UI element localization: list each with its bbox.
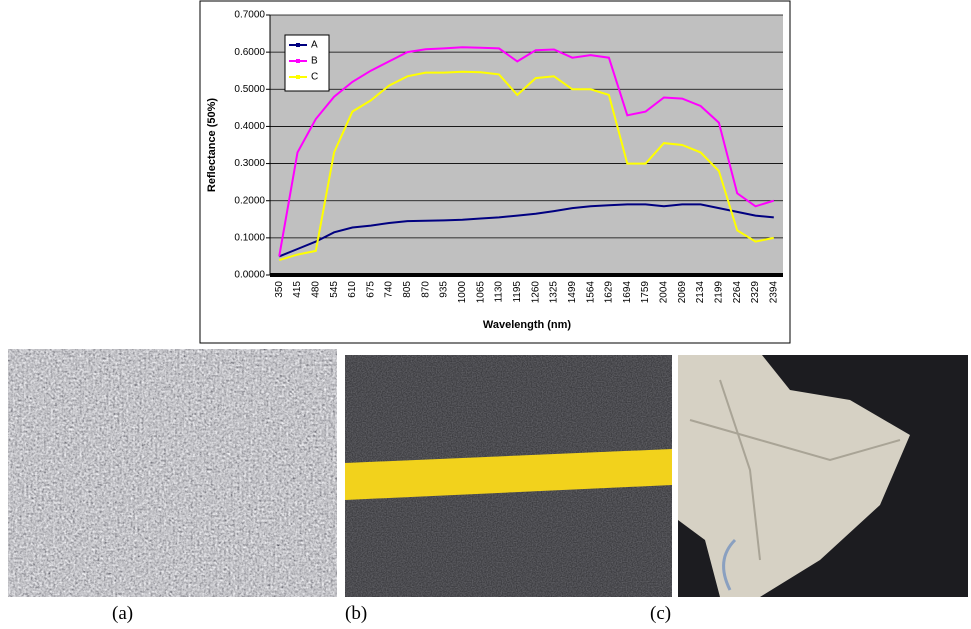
paint-crack (719, 379, 761, 561)
y-tick-label: 0.6000 (234, 47, 265, 58)
caption: (a) (112, 603, 133, 624)
caption: (c) (650, 603, 671, 624)
legend-marker (296, 59, 300, 63)
x-tick-label: 1325 (549, 281, 560, 304)
x-tick-label: 480 (310, 281, 321, 298)
series-line (278, 70, 774, 262)
y-tick-label: 0.0000 (234, 270, 265, 281)
x-tick-label: 870 (420, 281, 431, 298)
caption: (b) (345, 603, 367, 624)
x-tick-label: 1759 (640, 281, 651, 304)
legend-label: B (311, 56, 318, 67)
x-tick-label: 1629 (604, 281, 615, 304)
legend-marker (296, 43, 300, 47)
legend-marker (296, 75, 300, 79)
series-line (278, 203, 774, 258)
chalk-mark (722, 538, 737, 591)
yellow-stripe (345, 449, 672, 500)
x-tick-label: 350 (274, 281, 285, 298)
legend-label: A (311, 40, 318, 51)
x-tick-label: 1065 (475, 281, 486, 304)
x-tick-label: 935 (439, 281, 450, 298)
y-tick-label: 0.3000 (234, 158, 265, 169)
legend-box (284, 34, 330, 92)
x-tick-label: 2394 (768, 281, 779, 304)
x-tick-label: 1564 (585, 281, 596, 304)
y-axis-label: Reflectance (50%) (206, 98, 218, 192)
x-tick-label: 610 (347, 281, 358, 298)
x-tick-label: 2264 (732, 281, 743, 304)
x-tick-label: 415 (292, 281, 303, 298)
x-tick-label: 2134 (695, 281, 706, 304)
photo-a-texture (8, 349, 337, 597)
x-axis-label: Wavelength (nm) (483, 319, 572, 331)
x-tick-label: 2329 (750, 281, 761, 304)
x-tick-label: 1499 (567, 281, 578, 304)
x-tick-label: 1130 (494, 281, 505, 303)
paint-crack (689, 419, 901, 462)
x-tick-label: 2069 (677, 281, 688, 304)
x-tick-label: 1694 (622, 281, 633, 304)
x-tick-label: 1260 (530, 281, 541, 304)
x-tick-label: 740 (384, 281, 395, 298)
x-tick-label: 2199 (714, 281, 725, 304)
y-tick-label: 0.4000 (234, 121, 265, 132)
x-tick-label: 545 (329, 281, 340, 298)
series-line (278, 46, 775, 257)
y-tick-label: 0.7000 (234, 10, 265, 21)
x-tick-label: 675 (365, 281, 376, 298)
plot-area (270, 15, 783, 275)
y-tick-label: 0.2000 (234, 195, 265, 206)
y-tick-label: 0.5000 (234, 84, 265, 95)
x-tick-label: 2004 (659, 281, 670, 304)
legend-label: C (311, 72, 318, 83)
paint-patch (678, 355, 910, 597)
x-tick-label: 1000 (457, 281, 468, 304)
x-tick-label: 1195 (512, 281, 523, 303)
x-tick-label: 805 (402, 281, 413, 298)
y-tick-label: 0.1000 (234, 232, 265, 243)
